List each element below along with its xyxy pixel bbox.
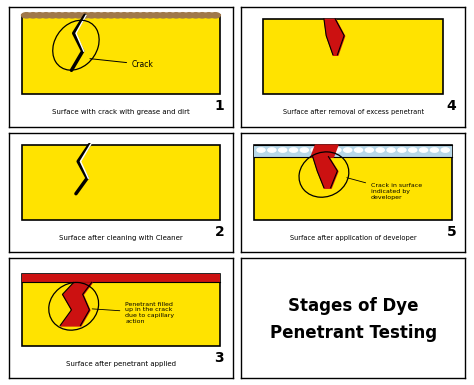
Circle shape (210, 13, 220, 18)
Text: Surface after removal of excess penetrant: Surface after removal of excess penetran… (283, 109, 424, 115)
Circle shape (165, 13, 174, 18)
Circle shape (119, 13, 129, 18)
Circle shape (139, 13, 148, 18)
Text: Surface after application of developer: Surface after application of developer (290, 235, 417, 241)
Text: Crack in surface
indicated by
developer: Crack in surface indicated by developer (347, 178, 422, 199)
Bar (254, 145, 452, 220)
Circle shape (184, 13, 194, 18)
Text: Crack: Crack (90, 59, 154, 69)
Circle shape (132, 13, 142, 18)
Circle shape (409, 148, 417, 152)
Circle shape (145, 13, 155, 18)
Circle shape (80, 13, 90, 18)
Circle shape (376, 148, 384, 152)
Circle shape (197, 13, 207, 18)
Circle shape (344, 148, 352, 152)
Circle shape (21, 13, 31, 18)
Text: 3: 3 (215, 351, 224, 365)
Circle shape (35, 13, 45, 18)
Circle shape (93, 13, 103, 18)
Circle shape (441, 148, 449, 152)
Circle shape (87, 13, 97, 18)
Circle shape (311, 148, 319, 152)
Circle shape (333, 148, 341, 152)
Circle shape (204, 13, 214, 18)
Circle shape (61, 13, 71, 18)
Circle shape (365, 148, 374, 152)
Circle shape (322, 148, 330, 152)
Text: Penetrant filled
up in the crack
due to capillary
action: Penetrant filled up in the crack due to … (92, 301, 174, 324)
Circle shape (430, 148, 438, 152)
Bar (263, 19, 443, 94)
Circle shape (355, 148, 363, 152)
Circle shape (54, 13, 64, 18)
Text: Stages of Dye: Stages of Dye (288, 297, 419, 315)
Bar (22, 274, 220, 282)
Circle shape (158, 13, 168, 18)
Circle shape (387, 148, 395, 152)
Circle shape (126, 13, 136, 18)
Text: Surface after cleaning with Cleaner: Surface after cleaning with Cleaner (59, 235, 183, 241)
Text: 2: 2 (214, 225, 224, 239)
Circle shape (100, 13, 109, 18)
Bar (22, 15, 220, 94)
Circle shape (67, 13, 77, 18)
Circle shape (171, 13, 181, 18)
Circle shape (279, 148, 287, 152)
Text: Surface after penetrant applied: Surface after penetrant applied (66, 361, 176, 367)
Circle shape (152, 13, 162, 18)
Circle shape (113, 13, 123, 18)
Text: 5: 5 (447, 225, 456, 239)
Circle shape (257, 148, 265, 152)
Bar (22, 145, 220, 220)
Circle shape (398, 148, 406, 152)
Bar (22, 274, 220, 346)
Circle shape (47, 13, 57, 18)
Circle shape (268, 148, 276, 152)
Circle shape (178, 13, 188, 18)
Circle shape (28, 13, 38, 18)
Circle shape (41, 13, 51, 18)
Circle shape (301, 148, 309, 152)
Bar (254, 145, 452, 157)
Text: Penetrant Testing: Penetrant Testing (270, 324, 437, 341)
Circle shape (290, 148, 298, 152)
Text: 4: 4 (447, 99, 456, 113)
Circle shape (191, 13, 201, 18)
Circle shape (106, 13, 116, 18)
Circle shape (419, 148, 428, 152)
Circle shape (73, 13, 83, 18)
Text: 1: 1 (214, 99, 224, 113)
Text: Surface with crack with grease and dirt: Surface with crack with grease and dirt (52, 109, 190, 115)
